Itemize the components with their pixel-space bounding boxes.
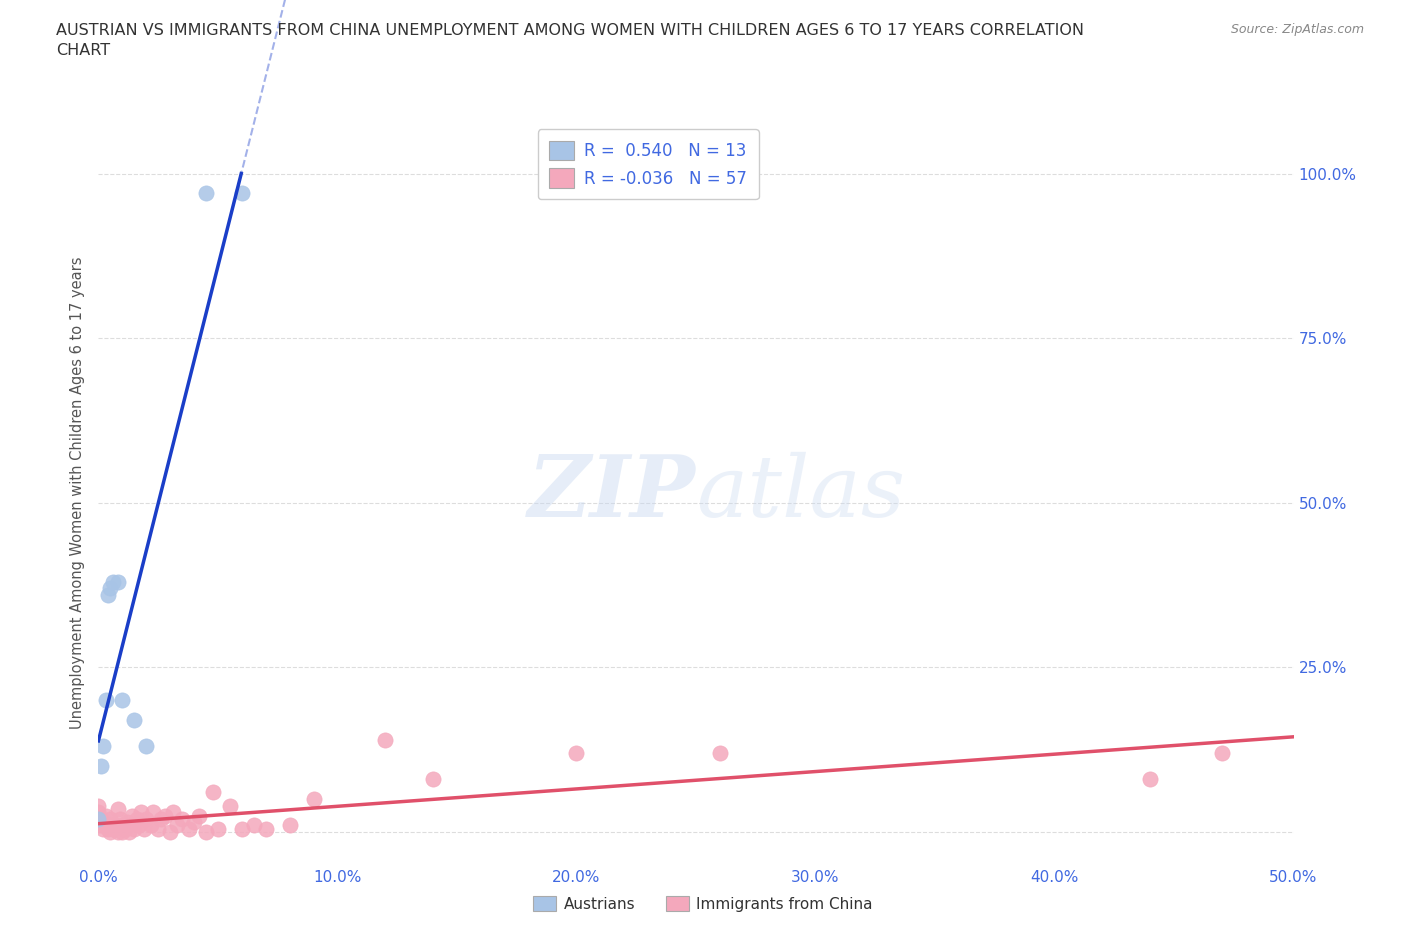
Point	[709, 746, 731, 761]
Point	[149, 811, 172, 826]
Point	[202, 785, 225, 800]
Point	[179, 821, 201, 836]
Point	[125, 811, 148, 826]
Point	[94, 818, 117, 833]
Point	[101, 575, 124, 590]
Point	[91, 821, 114, 836]
Point	[111, 825, 134, 840]
Legend: R =  0.540   N = 13, R = -0.036   N = 57: R = 0.540 N = 13, R = -0.036 N = 57	[537, 129, 759, 199]
Point	[1139, 772, 1161, 787]
Point	[87, 811, 110, 826]
Point	[107, 825, 129, 840]
Point	[91, 739, 114, 754]
Point	[187, 808, 209, 823]
Point	[98, 818, 122, 833]
Point	[166, 818, 188, 833]
Point	[1211, 746, 1233, 761]
Point	[139, 818, 162, 833]
Point	[183, 815, 205, 830]
Point	[98, 825, 122, 840]
Text: Source: ZipAtlas.com: Source: ZipAtlas.com	[1230, 23, 1364, 36]
Point	[118, 825, 141, 840]
Point	[159, 825, 181, 840]
Point	[107, 802, 129, 817]
Point	[87, 798, 110, 813]
Point	[172, 811, 194, 826]
Point	[278, 818, 301, 833]
Point	[97, 821, 120, 836]
Point	[115, 815, 138, 830]
Point	[108, 811, 131, 826]
Point	[87, 804, 110, 819]
Point	[87, 818, 110, 833]
Text: atlas: atlas	[696, 452, 905, 534]
Point	[94, 693, 117, 708]
Point	[111, 818, 134, 833]
Point	[104, 818, 127, 833]
Point	[90, 818, 112, 833]
Point	[124, 712, 146, 727]
Point	[98, 581, 122, 596]
Point	[374, 732, 396, 747]
Point	[142, 804, 165, 819]
Point	[565, 746, 588, 761]
Point	[94, 808, 117, 823]
Point	[114, 821, 136, 836]
Point	[162, 804, 184, 819]
Point	[135, 811, 157, 826]
Text: AUSTRIAN VS IMMIGRANTS FROM CHINA UNEMPLOYMENT AMONG WOMEN WITH CHILDREN AGES 6 : AUSTRIAN VS IMMIGRANTS FROM CHINA UNEMPL…	[56, 23, 1084, 58]
Legend: Austrians, Immigrants from China: Austrians, Immigrants from China	[527, 889, 879, 918]
Point	[128, 818, 150, 833]
Point	[124, 821, 146, 836]
Point	[302, 791, 325, 806]
Y-axis label: Unemployment Among Women with Children Ages 6 to 17 years: Unemployment Among Women with Children A…	[70, 257, 86, 729]
Point	[219, 798, 242, 813]
Point	[107, 575, 129, 590]
Point	[148, 821, 170, 836]
Point	[231, 186, 253, 201]
Point	[155, 808, 177, 823]
Point	[422, 772, 444, 787]
Point	[135, 739, 157, 754]
Point	[132, 821, 155, 836]
Point	[90, 811, 112, 826]
Point	[90, 759, 112, 774]
Point	[131, 804, 153, 819]
Point	[195, 186, 218, 201]
Point	[121, 808, 143, 823]
Point	[98, 811, 122, 826]
Text: ZIP: ZIP	[529, 451, 696, 535]
Point	[97, 588, 120, 603]
Point	[207, 821, 229, 836]
Point	[87, 811, 110, 826]
Point	[231, 821, 253, 836]
Point	[111, 693, 134, 708]
Point	[243, 818, 266, 833]
Point	[195, 825, 218, 840]
Point	[101, 821, 124, 836]
Point	[254, 821, 277, 836]
